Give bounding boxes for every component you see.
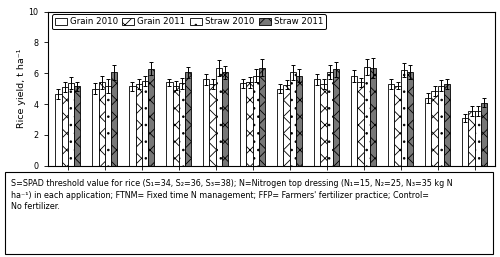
Bar bbox=[259, 68, 266, 166]
Bar bbox=[462, 118, 468, 166]
Text: S=SPAD threshold value for rice (S₁=34, S₂=36, S₃=38); N=Nitrogen top dressing (: S=SPAD threshold value for rice (S₁=34, … bbox=[11, 179, 452, 211]
Bar bbox=[474, 111, 481, 166]
Bar bbox=[425, 98, 432, 166]
Bar bbox=[284, 85, 290, 166]
Bar bbox=[296, 76, 302, 166]
Bar bbox=[407, 72, 414, 166]
Bar bbox=[136, 84, 142, 166]
Bar bbox=[326, 72, 333, 166]
Bar bbox=[92, 89, 98, 166]
Y-axis label: Rice yield, t ha⁻¹: Rice yield, t ha⁻¹ bbox=[16, 49, 26, 128]
Bar bbox=[185, 72, 192, 166]
Bar bbox=[277, 89, 283, 166]
Bar bbox=[444, 84, 450, 166]
Bar bbox=[172, 86, 179, 166]
Bar bbox=[179, 83, 185, 166]
Bar bbox=[210, 84, 216, 166]
Bar bbox=[111, 72, 117, 166]
Bar bbox=[351, 76, 358, 166]
Bar bbox=[438, 86, 444, 166]
Bar bbox=[142, 81, 148, 166]
Bar bbox=[129, 86, 136, 166]
Bar bbox=[98, 82, 105, 166]
Bar bbox=[314, 79, 320, 166]
X-axis label: Nitrogen Management: Nitrogen Management bbox=[216, 183, 326, 193]
Bar bbox=[481, 103, 487, 166]
Bar bbox=[148, 69, 154, 166]
Bar bbox=[394, 86, 400, 166]
Bar bbox=[370, 68, 376, 166]
Bar bbox=[166, 82, 172, 166]
Bar bbox=[320, 84, 326, 166]
Bar bbox=[240, 83, 246, 166]
Bar bbox=[74, 86, 80, 166]
Bar bbox=[222, 72, 228, 166]
Bar bbox=[105, 86, 111, 166]
Bar bbox=[56, 94, 62, 166]
Bar bbox=[388, 84, 394, 166]
Legend: Grain 2010, Grain 2011, Straw 2010, Straw 2011: Grain 2010, Grain 2011, Straw 2010, Stra… bbox=[52, 14, 326, 29]
Bar bbox=[364, 67, 370, 166]
Bar bbox=[68, 83, 74, 166]
Bar bbox=[253, 76, 259, 166]
Bar bbox=[216, 68, 222, 166]
Bar bbox=[400, 70, 407, 166]
Bar bbox=[468, 111, 474, 166]
Bar bbox=[203, 79, 209, 166]
Bar bbox=[62, 87, 68, 166]
Bar bbox=[246, 82, 253, 166]
Bar bbox=[432, 91, 438, 166]
Bar bbox=[333, 69, 340, 166]
Bar bbox=[290, 72, 296, 166]
Bar bbox=[358, 82, 364, 166]
